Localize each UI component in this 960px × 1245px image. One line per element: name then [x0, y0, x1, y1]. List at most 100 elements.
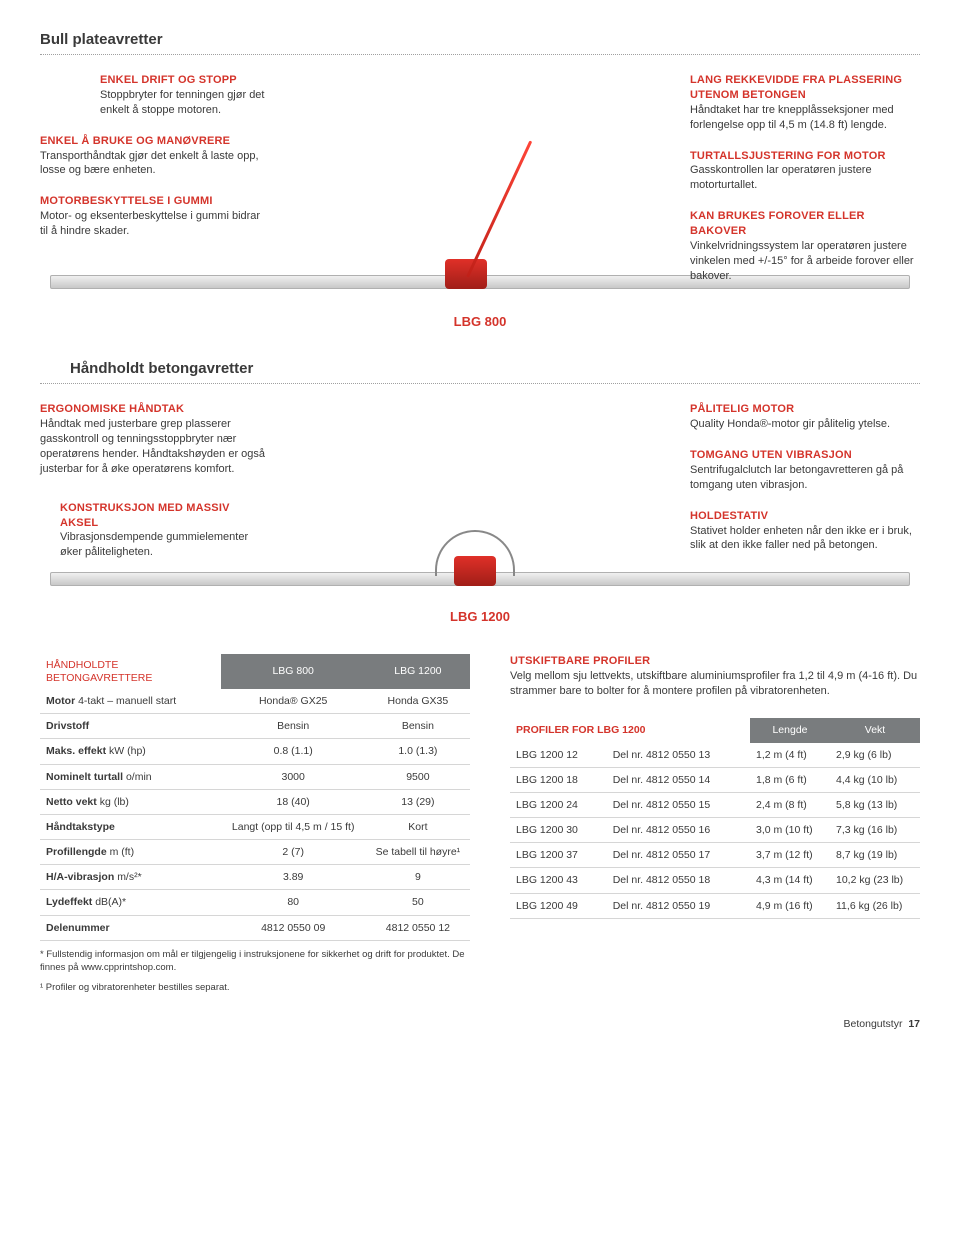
table-row: Netto vekt kg (lb)18 (40)13 (29) — [40, 789, 470, 814]
callout-title: ERGONOMISKE HÅNDTAK — [40, 402, 270, 417]
product-label: LBG 800 — [454, 314, 507, 329]
table-row: Lydeffekt dB(A)*8050 — [40, 890, 470, 915]
spec-table: HÅNDHOLDTE BETONGAVRETTERE LBG 800 LBG 1… — [40, 654, 470, 941]
cell: 13 (29) — [366, 789, 470, 814]
callout-title: HOLDESTATIV — [690, 509, 920, 524]
cell: Del nr. 4812 0550 15 — [607, 792, 750, 817]
cell: 8,7 kg (19 lb) — [830, 843, 920, 868]
col-head: Vekt — [830, 718, 920, 742]
callout-title: KONSTRUKSJON MED MASSIV AKSEL — [60, 501, 270, 531]
cell: LBG 1200 30 — [510, 818, 607, 843]
callout-body: Vibrasjonsdempende gummielementer øker p… — [60, 530, 270, 560]
table-title: PROFILER FOR LBG 1200 — [510, 718, 750, 742]
cell: 5,8 kg (13 lb) — [830, 792, 920, 817]
table-row: LBG 1200 12Del nr. 4812 0550 131,2 m (4 … — [510, 743, 920, 768]
row-label: Nominelt turtall o/min — [40, 764, 221, 789]
row-label: Netto vekt kg (lb) — [40, 789, 221, 814]
cell: 3,7 m (12 ft) — [750, 843, 830, 868]
callouts-left: ENKEL DRIFT OG STOPP Stoppbryter for ten… — [40, 73, 270, 299]
table-row: LBG 1200 30Del nr. 4812 0550 163,0 m (10… — [510, 818, 920, 843]
cell: Del nr. 4812 0550 16 — [607, 818, 750, 843]
spec-table-wrap: HÅNDHOLDTE BETONGAVRETTERE LBG 800 LBG 1… — [40, 654, 470, 995]
table-row: LBG 1200 24Del nr. 4812 0550 152,4 m (8 … — [510, 792, 920, 817]
cell: LBG 1200 24 — [510, 792, 607, 817]
callout-title: TOMGANG UTEN VIBRASJON — [690, 448, 920, 463]
divider — [40, 383, 920, 384]
callout-title: UTSKIFTBARE PROFILER — [510, 654, 920, 669]
cell: 18 (40) — [221, 789, 366, 814]
callout-title: PÅLITELIG MOTOR — [690, 402, 920, 417]
row-label: Drivstoff — [40, 714, 221, 739]
footnote: * Fullstendig informasjon om mål er tilg… — [40, 949, 470, 975]
cell: 9500 — [366, 764, 470, 789]
col-head: LBG 1200 — [366, 654, 470, 689]
cell: 9 — [366, 865, 470, 890]
cell: 1,8 m (6 ft) — [750, 767, 830, 792]
callouts-left: ERGONOMISKE HÅNDTAK Håndtak med justerba… — [40, 402, 270, 576]
cell: Del nr. 4812 0550 17 — [607, 843, 750, 868]
cell: LBG 1200 37 — [510, 843, 607, 868]
table-row: HåndtakstypeLangt (opp til 4,5 m / 15 ft… — [40, 814, 470, 839]
callout-body: Velg mellom sju lettvekts, utskiftbare a… — [510, 669, 920, 699]
cell: Del nr. 4812 0550 13 — [607, 743, 750, 768]
callout-body: Stativet holder enheten når den ikke er … — [690, 524, 920, 554]
cell: Langt (opp til 4,5 m / 15 ft) — [221, 814, 366, 839]
section-title: Bull plateavretter — [40, 30, 920, 50]
footer-page: 17 — [908, 1018, 920, 1030]
right-block: UTSKIFTBARE PROFILER Velg mellom sju let… — [510, 654, 920, 995]
callout-body: Quality Honda®-motor gir pålitelig ytels… — [690, 417, 920, 432]
cell: LBG 1200 49 — [510, 893, 607, 918]
cell: 2,4 m (8 ft) — [750, 792, 830, 817]
cell: Del nr. 4812 0550 18 — [607, 868, 750, 893]
cell: 3000 — [221, 764, 366, 789]
cell: 11,6 kg (26 lb) — [830, 893, 920, 918]
callout-title: MOTORBESKYTTELSE I GUMMI — [40, 194, 270, 209]
table-title: HÅNDHOLDTE BETONGAVRETTERE — [40, 654, 221, 689]
callout-body: Håndtak med justerbare grep plasserer ga… — [40, 417, 270, 476]
col-head: LBG 800 — [221, 654, 366, 689]
footer-label: Betongutstyr — [844, 1018, 903, 1030]
callout-body: Vinkelvridningssystem lar operatøren jus… — [690, 239, 920, 284]
profiles-table: PROFILER FOR LBG 1200 Lengde Vekt LBG 12… — [510, 718, 920, 918]
table-header-row: PROFILER FOR LBG 1200 Lengde Vekt — [510, 718, 920, 742]
callout-body: Sentrifugalclutch lar betongavretteren g… — [690, 463, 920, 493]
callout-body: Stoppbryter for tenningen gjør det enkel… — [100, 88, 270, 118]
table-row: DrivstoffBensinBensin — [40, 714, 470, 739]
cell: LBG 1200 18 — [510, 767, 607, 792]
section-title: Håndholdt betongavretter — [70, 359, 920, 379]
col-head: Lengde — [750, 718, 830, 742]
cell: 50 — [366, 890, 470, 915]
cell: 0.8 (1.1) — [221, 739, 366, 764]
table-header-row: HÅNDHOLDTE BETONGAVRETTERE LBG 800 LBG 1… — [40, 654, 470, 689]
cell: LBG 1200 43 — [510, 868, 607, 893]
cell: Bensin — [221, 714, 366, 739]
table-row: LBG 1200 49Del nr. 4812 0550 194,9 m (16… — [510, 893, 920, 918]
table-row: Motor 4-takt – manuell startHonda® GX25H… — [40, 689, 470, 714]
section-bull: Bull plateavretter ENKEL DRIFT OG STOPP … — [40, 30, 920, 331]
table-row: LBG 1200 37Del nr. 4812 0550 173,7 m (12… — [510, 843, 920, 868]
cell: Honda® GX25 — [221, 689, 366, 714]
table-row: Maks. effekt kW (hp)0.8 (1.1)1.0 (1.3) — [40, 739, 470, 764]
row-label: Håndtakstype — [40, 814, 221, 839]
callout-body: Gasskontrollen lar operatøren justere mo… — [690, 163, 920, 193]
cell: 2,9 kg (6 lb) — [830, 743, 920, 768]
callout-title: ENKEL Å BRUKE OG MANØVRERE — [40, 134, 270, 149]
cell: 3.89 — [221, 865, 366, 890]
cell: 3,0 m (10 ft) — [750, 818, 830, 843]
cell: Del nr. 4812 0550 14 — [607, 767, 750, 792]
cell: 1,2 m (4 ft) — [750, 743, 830, 768]
footnote: ¹ Profiler og vibratorenheter bestilles … — [40, 982, 470, 995]
callout-title: KAN BRUKES FOROVER ELLER BAKOVER — [690, 209, 920, 239]
divider — [40, 54, 920, 55]
product-label: LBG 1200 — [450, 609, 510, 624]
cell: 4,9 m (16 ft) — [750, 893, 830, 918]
row-label: H/A-vibrasjon m/s²* — [40, 865, 221, 890]
cell: Honda GX35 — [366, 689, 470, 714]
row-label: Maks. effekt kW (hp) — [40, 739, 221, 764]
callout-body: Transporthåndtak gjør det enkelt å laste… — [40, 149, 270, 179]
row-label: Lydeffekt dB(A)* — [40, 890, 221, 915]
cell: LBG 1200 12 — [510, 743, 607, 768]
table-row: LBG 1200 43Del nr. 4812 0550 184,3 m (14… — [510, 868, 920, 893]
cell: Se tabell til høyre¹ — [366, 840, 470, 865]
cell: Bensin — [366, 714, 470, 739]
